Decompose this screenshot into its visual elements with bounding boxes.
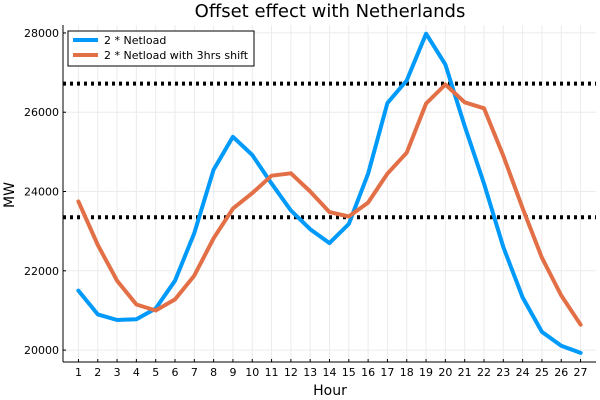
x-tick-label: 16 xyxy=(361,366,375,379)
x-tick-label: 11 xyxy=(265,366,279,379)
x-tick-label: 7 xyxy=(191,366,198,379)
legend-label-netload-shift: 2 * Netload with 3hrs shift xyxy=(104,49,249,62)
x-tick-label: 26 xyxy=(554,366,568,379)
y-tick-label: 22000 xyxy=(24,265,59,278)
y-tick-label: 26000 xyxy=(24,106,59,119)
y-tick-label: 24000 xyxy=(24,186,59,199)
x-tick-label: 6 xyxy=(172,366,179,379)
x-tick-label: 17 xyxy=(380,366,394,379)
y-tick-label: 20000 xyxy=(24,344,59,357)
x-tick-label: 12 xyxy=(284,366,298,379)
x-tick-label: 9 xyxy=(229,366,236,379)
x-tick-label: 2 xyxy=(94,366,101,379)
x-tick-label: 5 xyxy=(152,366,159,379)
y-tick-label: 28000 xyxy=(24,27,59,40)
x-tick-label: 15 xyxy=(342,366,356,379)
x-tick-label: 4 xyxy=(133,366,140,379)
x-tick-label: 20 xyxy=(438,366,452,379)
x-tick-label: 3 xyxy=(114,366,121,379)
series-layer xyxy=(76,31,583,355)
series-line-1 xyxy=(76,31,583,355)
x-tick-label: 25 xyxy=(535,366,549,379)
x-tick-label: 13 xyxy=(303,366,317,379)
x-tick-label: 18 xyxy=(400,366,414,379)
x-tick-label: 1 xyxy=(75,366,82,379)
x-tick-label: 23 xyxy=(496,366,510,379)
x-tick-label: 22 xyxy=(477,366,491,379)
legend-box xyxy=(67,30,255,67)
x-tick-label: 8 xyxy=(210,366,217,379)
y-axis-label: MW xyxy=(2,182,18,208)
x-tick-label: 27 xyxy=(574,366,588,379)
x-tick-label: 10 xyxy=(245,366,259,379)
ticks-layer: 1 2 3 4 5 6 7 8 9 10 11 12 13 14 15 16 17 18 19 20 21 22 23 24 2… xyxy=(24,27,588,379)
chart-title: Offset effect with Netherlands xyxy=(195,1,466,22)
x-axis-label: Hour xyxy=(313,383,347,399)
legend: 2 * Netload 2 * Netload with 3hrs shift xyxy=(67,30,255,67)
series-line-2 xyxy=(76,82,583,327)
x-tick-label: 14 xyxy=(323,366,337,379)
x-tick-label: 19 xyxy=(419,366,433,379)
x-tick-label: 21 xyxy=(458,366,472,379)
reference-lines xyxy=(63,81,596,220)
legend-label-netload: 2 * Netload xyxy=(104,34,166,47)
x-tick-label: 24 xyxy=(516,366,530,379)
